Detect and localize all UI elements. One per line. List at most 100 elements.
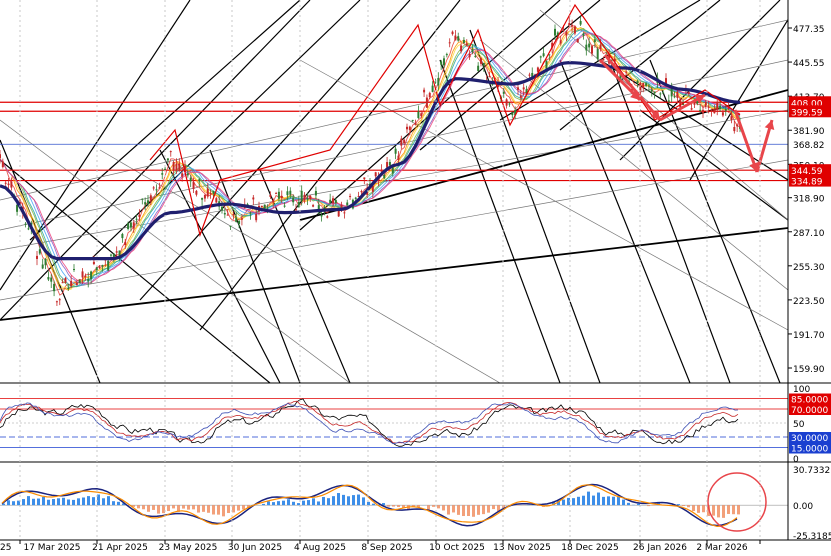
histogram-bar (482, 505, 485, 514)
candle-body (36, 256, 38, 259)
price-level-tag-label: 334.89 (791, 178, 823, 188)
histogram-bar (22, 499, 25, 505)
histogram-bar (647, 505, 650, 506)
histogram-bar (487, 505, 490, 512)
candle-body (380, 171, 382, 172)
histogram-tick-label: 0.00 (793, 502, 813, 512)
histogram-bar (427, 505, 430, 509)
histogram-bar (137, 505, 140, 508)
candle-body (107, 261, 109, 271)
candle-body (736, 125, 738, 127)
histogram-bar (92, 497, 95, 505)
candle-body (386, 162, 388, 167)
histogram-bar (82, 498, 85, 506)
candle-body (278, 192, 280, 199)
candle-body (449, 42, 451, 43)
candle-body (275, 193, 277, 194)
candle-body (110, 255, 112, 256)
candle-body (235, 218, 237, 222)
histogram-bar (117, 502, 120, 505)
candle-body (164, 169, 166, 170)
candle-body (417, 112, 419, 118)
histogram-bar (12, 501, 15, 505)
histogram-bar (157, 505, 160, 513)
candle-body (474, 56, 476, 57)
histogram-bar (347, 496, 350, 505)
histogram-bar (322, 497, 325, 505)
candle-body (716, 102, 718, 110)
histogram-bar (602, 497, 605, 505)
candle-body (215, 198, 217, 202)
histogram-bar (267, 501, 270, 505)
candle-body (699, 110, 701, 111)
candle-body (321, 215, 323, 216)
candle-body (437, 78, 439, 85)
candle-body (588, 44, 590, 48)
candle-body (269, 195, 271, 197)
candle-body (625, 72, 627, 73)
candle-body (255, 214, 257, 220)
candle-body (59, 299, 61, 300)
histogram-bar (237, 505, 240, 510)
candle-body (332, 198, 334, 203)
histogram-bar (47, 500, 50, 505)
candle-body (395, 149, 397, 154)
histogram-bar (302, 501, 305, 506)
candle-body (719, 106, 721, 109)
candle-body (232, 214, 234, 215)
candle-body (600, 45, 602, 49)
candle-body (520, 95, 522, 97)
histogram-bar (172, 505, 175, 508)
candle-body (446, 54, 448, 55)
candle-body (554, 29, 556, 36)
candle-body (469, 54, 471, 57)
candle-body (193, 182, 195, 189)
candle-body (674, 96, 676, 97)
candle-body (289, 191, 291, 195)
candle-body (383, 175, 385, 178)
histogram-bar (702, 505, 705, 512)
candle-body (392, 167, 394, 173)
histogram-bar (342, 495, 345, 505)
histogram-bar (627, 503, 630, 505)
histogram-bar (72, 500, 75, 505)
histogram-bar (732, 505, 735, 514)
histogram-bar (102, 498, 105, 505)
histogram-bar (227, 505, 230, 513)
candle-body (315, 191, 317, 195)
histogram-bar (612, 497, 615, 505)
candle-body (67, 288, 69, 289)
histogram-bar (462, 505, 465, 516)
histogram-bar (582, 496, 585, 505)
candle-body (335, 200, 337, 203)
histogram-bar (147, 505, 150, 512)
histogram-bar (577, 497, 580, 505)
time-tick-label: 23 May 2025 (159, 543, 218, 552)
histogram-bar (272, 502, 275, 505)
candle-body (87, 279, 89, 282)
histogram-bar (687, 505, 690, 507)
candle-body (53, 284, 55, 291)
candle-body (508, 103, 510, 104)
candle-body (198, 179, 200, 181)
histogram-bar (242, 505, 245, 509)
histogram-bar (292, 502, 295, 505)
candle-body (415, 123, 417, 125)
price-tick-label: 477.35 (793, 25, 825, 35)
time-tick-label: 4 Aug 2025 (294, 543, 346, 552)
histogram-bar (207, 505, 210, 513)
candle-body (141, 199, 143, 200)
time-tick-label: 25 (0, 543, 11, 552)
oscillator-tick-label: 50 (793, 420, 805, 430)
candle-body (45, 259, 47, 265)
time-tick-label: 17 Mar 2025 (23, 543, 80, 552)
candle-body (363, 177, 365, 179)
histogram-bar (142, 505, 145, 509)
candle-body (375, 172, 377, 176)
histogram-bar (467, 505, 470, 516)
candle-body (47, 277, 49, 279)
histogram-bar (447, 505, 450, 514)
histogram-bar (197, 505, 200, 512)
candle-body (591, 46, 593, 53)
